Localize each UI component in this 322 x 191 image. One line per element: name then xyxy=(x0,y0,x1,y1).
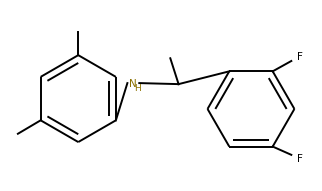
Text: N: N xyxy=(129,79,137,89)
Text: H: H xyxy=(134,84,141,93)
Text: F: F xyxy=(297,52,303,62)
Text: F: F xyxy=(297,154,303,164)
